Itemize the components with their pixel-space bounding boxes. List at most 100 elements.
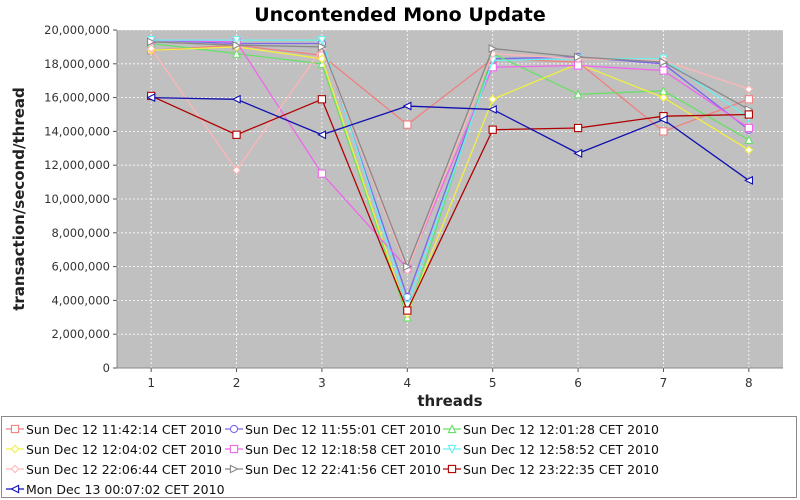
series-line bbox=[151, 46, 750, 316]
series-line bbox=[150, 95, 749, 313]
legend-label: Sun Dec 12 11:42:14 CET 2010 bbox=[26, 421, 222, 437]
data-point bbox=[317, 54, 327, 64]
x-tick-label: 1 bbox=[147, 376, 155, 390]
chart-title: Uncontended Mono Update bbox=[254, 4, 546, 26]
data-point bbox=[232, 165, 241, 175]
series-line bbox=[151, 39, 750, 299]
data-point bbox=[146, 93, 156, 103]
series-line bbox=[151, 39, 750, 308]
data-point bbox=[573, 148, 583, 158]
legend-swatch-marker bbox=[447, 464, 457, 474]
data-point bbox=[744, 175, 753, 185]
legend-swatch-marker bbox=[10, 484, 20, 494]
data-point bbox=[659, 93, 668, 102]
y-tick-label: 12,000,000 bbox=[44, 158, 110, 172]
data-point bbox=[659, 66, 668, 75]
legend-swatch-marker bbox=[10, 424, 20, 434]
data-point bbox=[317, 42, 327, 52]
data-point bbox=[488, 44, 498, 54]
data-point bbox=[403, 306, 412, 315]
legend-item: Sun Dec 12 22:41:56 CET 2010 bbox=[225, 459, 441, 479]
legend-swatch-marker bbox=[229, 464, 239, 474]
series-10 bbox=[146, 93, 753, 185]
y-tick-label: 2,000,000 bbox=[51, 327, 110, 341]
x-tick-label: 3 bbox=[318, 376, 326, 390]
series-line bbox=[151, 39, 750, 270]
legend-item: Sun Dec 12 12:58:52 CET 2010 bbox=[443, 439, 659, 459]
legend-swatch-marker bbox=[10, 444, 20, 454]
legend-swatch bbox=[225, 444, 243, 454]
y-axis-label: transaction/second/thread bbox=[10, 87, 28, 311]
data-point bbox=[744, 135, 754, 144]
legend-swatch bbox=[6, 424, 24, 434]
series-line bbox=[150, 47, 750, 272]
data-point bbox=[403, 262, 413, 272]
legend-swatch bbox=[443, 444, 461, 454]
gridlines bbox=[117, 29, 783, 369]
legend-swatch-marker bbox=[229, 444, 239, 454]
data-point bbox=[488, 94, 498, 104]
data-point bbox=[402, 101, 412, 111]
data-point bbox=[658, 115, 668, 125]
x-tick-label: 5 bbox=[489, 376, 497, 390]
series-8 bbox=[147, 37, 754, 272]
data-point bbox=[744, 145, 754, 155]
legend-item: Sun Dec 12 23:22:35 CET 2010 bbox=[443, 459, 659, 479]
legend-item: Sun Dec 12 11:55:01 CET 2010 bbox=[225, 419, 441, 439]
series-4 bbox=[146, 42, 754, 319]
data-point bbox=[744, 84, 754, 94]
series-line bbox=[151, 41, 750, 269]
data-point bbox=[403, 120, 412, 129]
legend-swatch bbox=[443, 464, 461, 474]
x-tick-label: 4 bbox=[403, 376, 411, 390]
legend-swatch bbox=[6, 444, 24, 454]
data-point bbox=[487, 104, 497, 114]
legend-label: Sun Dec 12 22:41:56 CET 2010 bbox=[245, 461, 441, 477]
data-point bbox=[744, 123, 753, 133]
legend-label: Sun Dec 12 12:58:52 CET 2010 bbox=[463, 441, 659, 457]
legend-item: Sun Dec 12 12:04:02 CET 2010 bbox=[6, 439, 222, 459]
data-point bbox=[232, 35, 242, 45]
legend-swatch bbox=[225, 424, 243, 434]
axes: 0 2,000,000 4,000,000 6,000,000 8,000,000 10,… bbox=[44, 23, 783, 390]
legend-label: Mon Dec 13 00:07:02 CET 2010 bbox=[26, 481, 225, 497]
data-point bbox=[317, 130, 327, 140]
y-tick-label: 20,000,000 bbox=[44, 23, 110, 37]
y-tick-label: 6,000,000 bbox=[51, 260, 110, 274]
data-point bbox=[488, 125, 497, 134]
legend-label: Sun Dec 12 23:22:35 CET 2010 bbox=[463, 461, 659, 477]
data-point bbox=[573, 123, 583, 133]
data-point bbox=[573, 52, 583, 62]
legend-swatch-marker bbox=[10, 464, 20, 474]
data-point bbox=[317, 35, 327, 45]
legend-label: Sun Dec 12 12:01:28 CET 2010 bbox=[463, 421, 659, 437]
series-group bbox=[146, 35, 754, 322]
y-tick-label: 8,000,000 bbox=[51, 226, 110, 240]
data-point bbox=[232, 40, 242, 50]
data-point bbox=[317, 169, 327, 178]
data-point bbox=[232, 48, 242, 58]
legend-item: Sun Dec 12 11:42:14 CET 2010 bbox=[6, 419, 222, 439]
data-point bbox=[573, 89, 583, 99]
series-line bbox=[151, 44, 750, 133]
y-tick-label: 14,000,000 bbox=[44, 124, 110, 138]
legend-swatch-marker bbox=[447, 424, 457, 434]
legend-item: Sun Dec 12 12:18:58 CET 2010 bbox=[225, 439, 441, 459]
data-point bbox=[744, 95, 753, 104]
x-axis-label: threads bbox=[417, 392, 482, 410]
legend-item: Sun Dec 12 22:06:44 CET 2010 bbox=[6, 459, 222, 479]
legend-swatch-marker bbox=[447, 444, 457, 454]
legend-swatch bbox=[6, 464, 24, 474]
legend-item: Sun Dec 12 12:01:28 CET 2010 bbox=[443, 419, 659, 439]
x-tick-label: 7 bbox=[660, 376, 668, 390]
legend-item: Mon Dec 13 00:07:02 CET 2010 bbox=[6, 479, 225, 499]
y-tick-label: 10,000,000 bbox=[44, 192, 110, 206]
series-line bbox=[151, 96, 750, 181]
data-point bbox=[147, 37, 156, 47]
data-point bbox=[659, 127, 668, 136]
y-tick-label: 0 bbox=[103, 361, 110, 375]
data-point bbox=[146, 44, 156, 53]
legend-swatch bbox=[6, 484, 24, 494]
data-point bbox=[744, 110, 753, 119]
